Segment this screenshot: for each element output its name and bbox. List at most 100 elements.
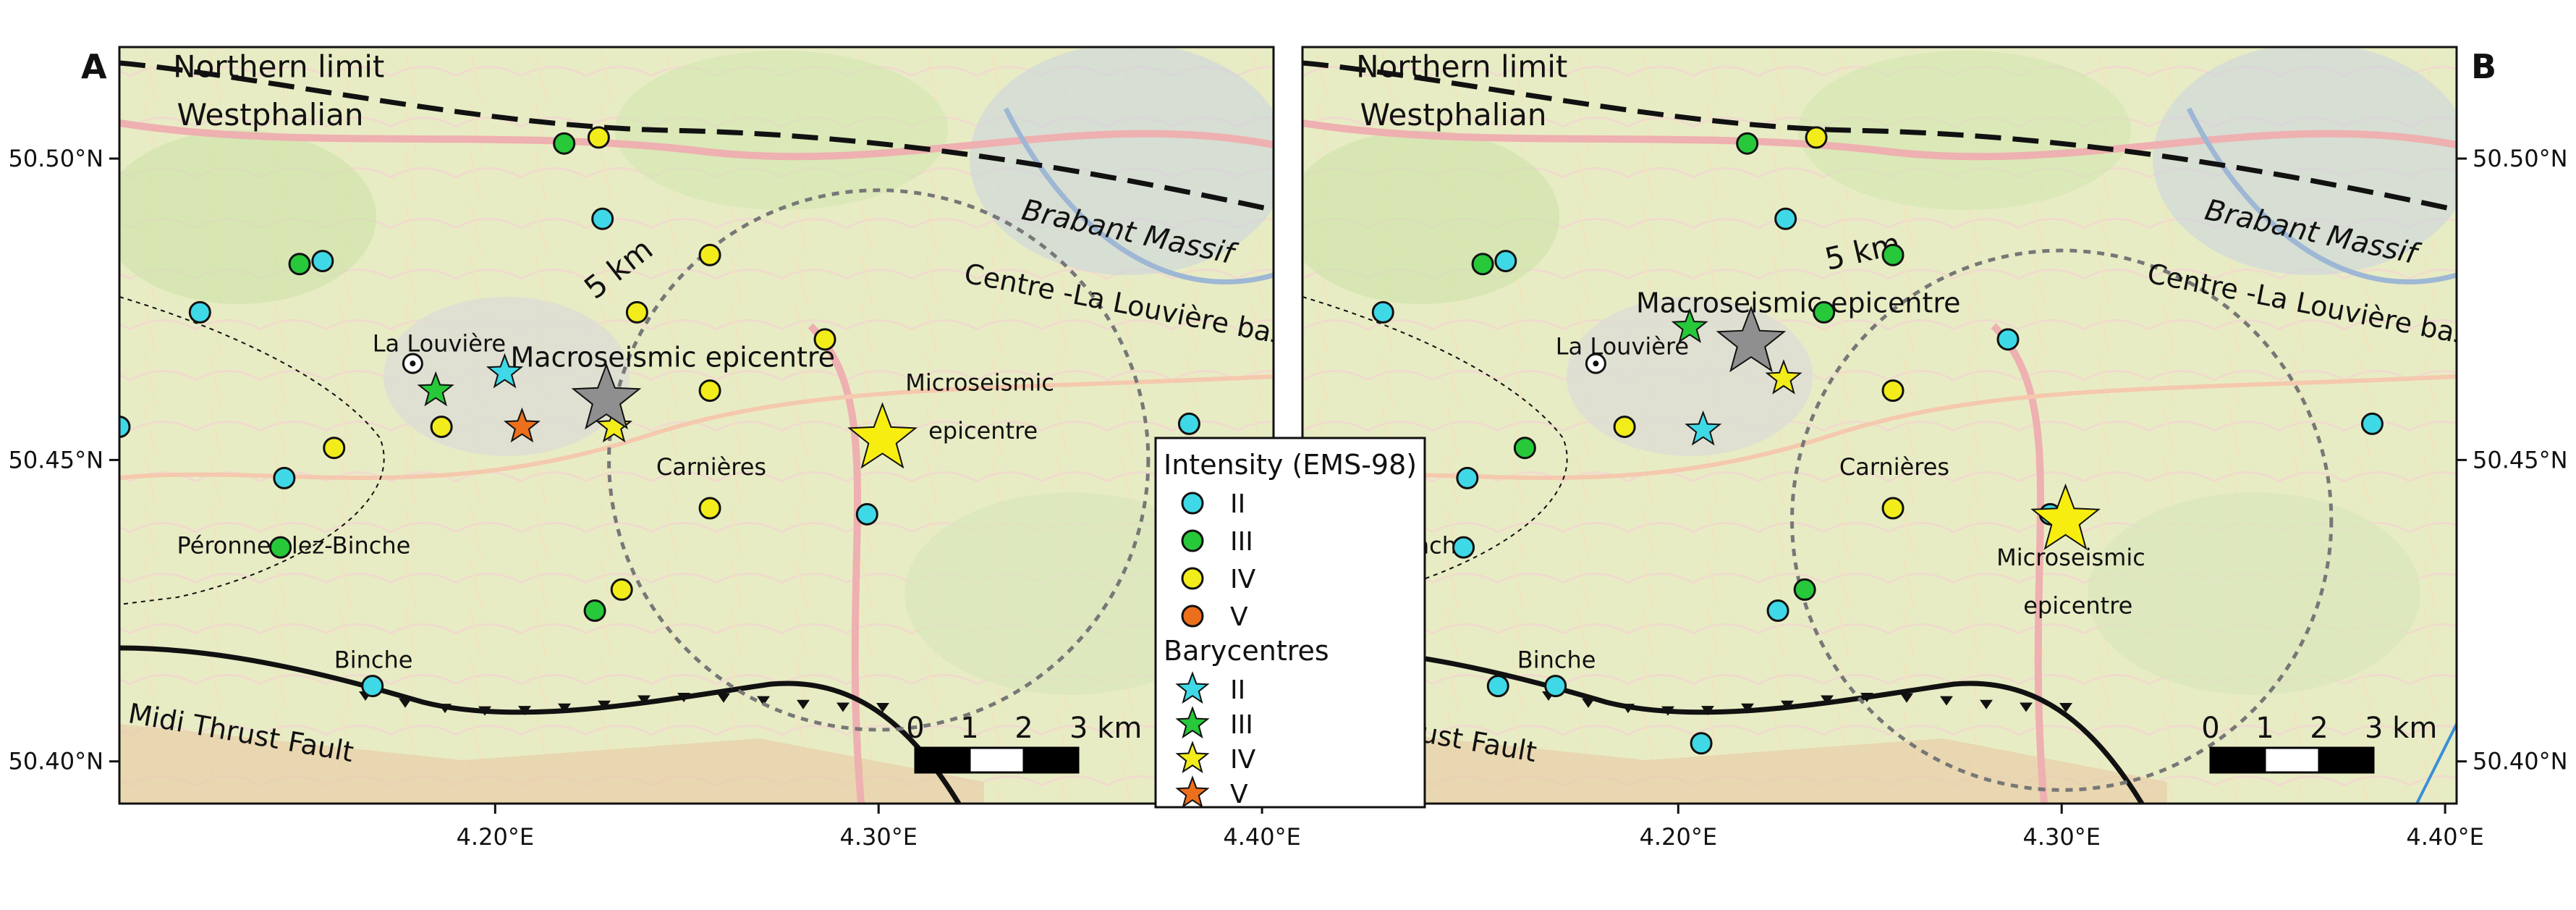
scale-bar-tick-label: 1 [960,712,978,745]
legend-barycentre-label: II [1230,675,1245,705]
map-motorway [1302,119,2457,161]
fault-teeth-mark [399,698,412,708]
five-km-radius-circle [1790,248,2334,792]
map-motorway [119,119,1274,161]
microseismic-epicentre-star [847,402,918,469]
legend-barycentre-label: IV [1230,745,1256,775]
intensity-point [2360,412,2384,435]
fault-teeth-mark [677,693,690,703]
barycentre-star [1685,410,1722,446]
fault-teeth-mark [1940,696,1953,706]
panel-a-frame [118,46,1275,805]
intensity-point [1813,300,1836,324]
five-km-radius-circle [607,188,1151,732]
intensity-point [361,675,384,698]
map-label: Binche [1517,646,1596,674]
panel-b-frame [1301,46,2458,805]
intensity-point [119,416,131,439]
town-marker-dot [410,361,416,367]
map-label: Carnières [1839,453,1949,481]
y-tick-label: 50.40°N [2473,748,2568,775]
intensity-point [1690,732,1713,755]
x-tick-label: 4.20°E [1640,823,1717,851]
scale-bar-panel-b: 0 1 2 3 km [2201,712,2437,774]
northern-limit-westphalian-line [119,60,1274,213]
intensity-point [288,253,311,276]
map-greenland [904,492,1237,695]
map-label: Northern limit [173,49,384,85]
fault-teeth-mark [558,703,571,713]
intensity-point [1494,250,1517,273]
intensity-point [1486,675,1509,698]
intensity-point [813,328,836,351]
barycentre-star [417,371,454,407]
map-label: Westphalian [177,97,363,132]
intensity-point [583,599,606,623]
map-label: La Louvière [373,329,506,357]
intensity-point [1881,379,1905,403]
scale-bar-tick-label: 3 km [1069,712,1142,745]
midi-thrust-fault-line [1302,645,2144,804]
map-label: La Louvière [1556,333,1689,361]
map-south-zone [119,724,984,804]
legend-point-symbol [1181,567,1204,590]
intensity-point [1774,207,1797,230]
y-tick-label: 50.40°N [8,748,103,775]
x-tick-label: 4.20°E [457,823,534,851]
scale-bar-tick-label: 1 [2255,712,2274,745]
scale-bar-tick-label: 0 [2201,712,2219,745]
panel-a-label: A [81,47,107,86]
town-marker-dot [1593,361,1599,367]
map-panel-a [119,47,1274,804]
intensity-point [430,416,453,439]
intensity-point [1805,126,1828,149]
fault-teeth-mark [1821,695,1834,705]
scale-bar-tick-label: 3 km [2365,712,2437,745]
fault-teeth-mark [518,706,531,716]
scale-bar-segment [1022,746,1080,774]
intensity-point [1613,416,1636,439]
y-tick-label: 50.50°N [8,145,103,172]
barycentre-star [486,353,524,389]
intensity-point [625,300,648,324]
scale-bar-segment [2263,746,2321,774]
intensity-point [587,126,610,149]
macroseismic-epicentre-star [571,363,642,430]
fault-teeth-mark [1661,706,1674,716]
map-south-zone [1302,724,2167,804]
intensity-point [1456,466,1479,489]
fault-teeth-mark [836,702,850,712]
macroseismic-epicentre-star [1716,306,1787,373]
y-tick-label: 50.45°N [8,446,103,473]
intensity-point [311,250,334,273]
fault-teeth-mark [1980,699,1993,709]
x-tick-label: 4.40°E [1223,823,1300,851]
scale-bar-tick-label: 2 [2310,712,2328,745]
map-greenland [2088,492,2420,695]
map-river [1003,107,1274,285]
intensity-point [1177,412,1200,435]
map-label: Westphalian [1360,97,1546,132]
fault-teeth-mark [1860,693,1873,703]
fault-teeth-mark [1741,703,1754,713]
fault-teeth-mark [2059,702,2072,712]
intensity-point [273,466,296,489]
intensity-point [553,132,576,155]
map-motorway [808,323,865,804]
map-label: Microseismic [905,369,1054,397]
map-motorway [1991,323,2048,804]
intensity-point [698,497,721,520]
map-label: Carnières [656,453,766,481]
legend-barycentre-symbol [1175,741,1210,774]
axes-panel-b: 4.20°E 4.30°E 4.40°E 50.50°N 50.45°N 50.40°N [1640,145,2568,851]
map-greenland [1302,130,1559,304]
scale-bar-tick-label: 0 [906,712,924,745]
microseismic-epicentre-star [2030,483,2101,550]
barycentre-star [1765,359,1802,395]
map-greenland [615,51,948,210]
scale-bar-segment [2209,746,2266,774]
x-tick-label: 4.30°E [2022,823,2100,851]
scale-bar-segment [968,746,1025,774]
intensity-point [1881,497,1905,520]
